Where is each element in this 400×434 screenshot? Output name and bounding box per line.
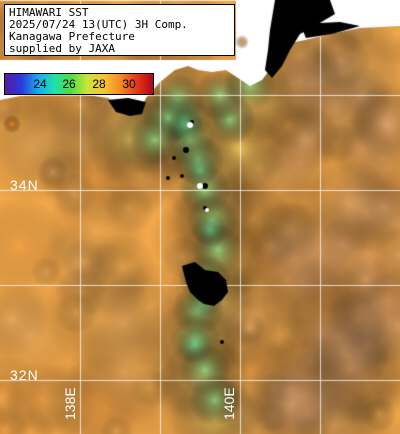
colorbar: 24 26 28 30 <box>4 73 154 95</box>
lat-label-34n: 34N <box>10 177 39 193</box>
title-credit: supplied by JAXA <box>9 42 115 55</box>
lon-label-138e: 138E <box>62 387 78 420</box>
title-datetime: 2025/07/24 13(UTC) 3H Comp. <box>9 18 188 31</box>
title-product: HIMAWARI SST <box>9 6 89 19</box>
colorbar-label-30: 30 <box>122 77 136 91</box>
title-region: Kanagawa Prefecture <box>9 30 135 43</box>
colorbar-label-24: 24 <box>33 77 47 91</box>
colorbar-gradient <box>5 74 153 94</box>
lon-label-140e: 140E <box>221 387 237 420</box>
title-box: HIMAWARI SST 2025/07/24 13(UTC) 3H Comp.… <box>4 4 235 56</box>
colorbar-label-28: 28 <box>92 77 106 91</box>
colorbar-label-26: 26 <box>62 77 76 91</box>
lat-label-32n: 32N <box>10 367 39 383</box>
